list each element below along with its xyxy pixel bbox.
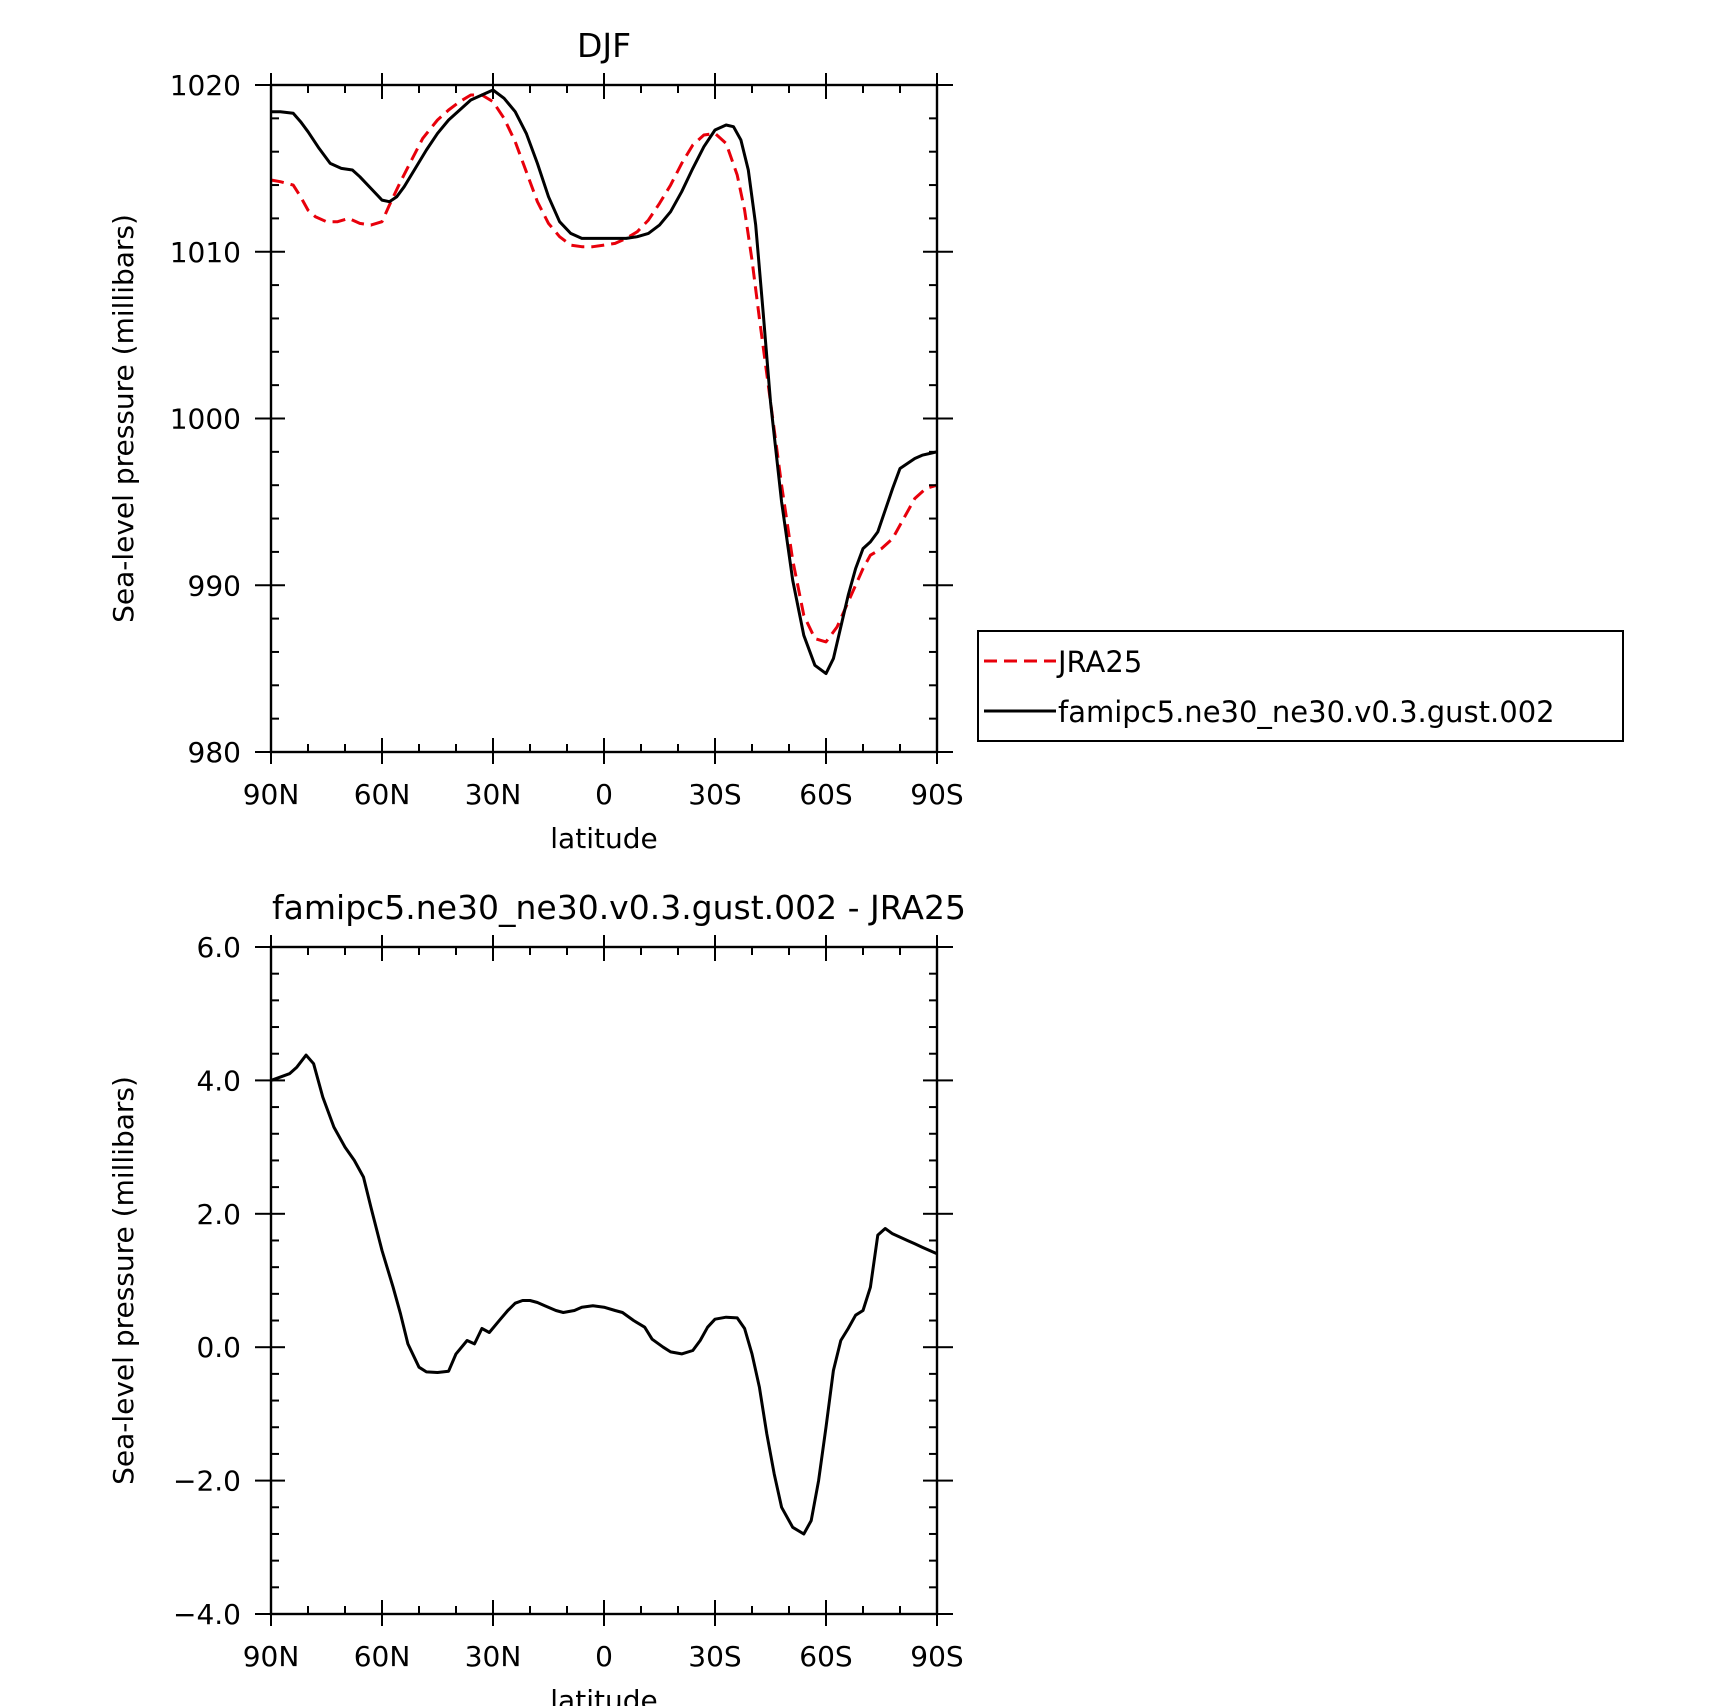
y-axis-label: Sea-level pressure (millibars) [107, 214, 140, 623]
x-tick-label: 30N [465, 1640, 522, 1673]
chart-title: DJF [577, 26, 631, 65]
chart-title: famipc5.ne30_ne30.v0.3.gust.002 - JRA25 [272, 888, 966, 927]
x-tick-label: 90S [910, 778, 963, 811]
y-tick-label: 6.0 [196, 931, 241, 964]
x-tick-label: 60S [799, 1640, 852, 1673]
y-axis-label: Sea-level pressure (millibars) [107, 1076, 140, 1485]
series-line-jra25 [270, 93, 938, 644]
y-tick-label: 1020 [170, 69, 241, 102]
x-tick-label: 60S [799, 778, 852, 811]
y-tick-label: 1000 [170, 403, 241, 436]
x-tick-label: 60N [354, 778, 411, 811]
x-axis-ticks: 90N 60N 30N 0 30S 60S 90S [243, 935, 964, 1673]
y-tick-label: 990 [188, 569, 241, 602]
x-tick-label: 60N [354, 1640, 411, 1673]
series-line-famipc5-ne30-ne30-v0-3-gust-002 [271, 88, 938, 676]
plot-frame [269, 83, 939, 754]
series-line-diff-0 [270, 1053, 938, 1536]
x-tick-label: 90N [243, 1640, 300, 1673]
y-axis-ticks: 6.0 4.0 2.0 0.0 −2.0 −4.0 [173, 931, 953, 1631]
x-axis-label: latitude [550, 1684, 657, 1706]
x-tick-label: 90N [243, 778, 300, 811]
x-axis-ticks: 90N 60N 30N 0 30S 60S 90S [243, 73, 964, 811]
x-tick-label: 30N [465, 778, 522, 811]
legend-box [977, 630, 1624, 742]
x-tick-label: 90S [910, 1640, 963, 1673]
plot-frame [269, 945, 939, 1616]
y-tick-label: 980 [188, 736, 241, 769]
legend-label-famipc5-ne30-ne30-v0-3-gust-002: famipc5.ne30_ne30.v0.3.gust.002 [1058, 695, 1555, 729]
y-tick-label: −4.0 [173, 1598, 241, 1631]
y-axis-ticks: 1020 1010 1000 990 980 [170, 69, 953, 769]
x-tick-label: 30S [688, 1640, 741, 1673]
series-group [270, 88, 938, 676]
djf-legend: JRA25 famipc5.ne30_ne30.v0.3.gust.002 [977, 630, 1624, 742]
slp-difference-line-chart: famipc5.ne30_ne30.v0.3.gust.002 - JRA25 9… [107, 888, 966, 1706]
x-tick-label: 30S [688, 778, 741, 811]
x-axis-label: latitude [550, 822, 657, 855]
y-tick-label: −2.0 [173, 1465, 241, 1498]
y-tick-label: 1010 [170, 236, 241, 269]
legend-label-jra25: JRA25 [1056, 645, 1142, 679]
y-tick-label: 2.0 [196, 1198, 241, 1231]
x-tick-label: 0 [595, 778, 613, 811]
y-tick-label: 4.0 [196, 1064, 241, 1097]
series-group [270, 1053, 938, 1536]
djf-slp-line-chart: DJF 90N 60N 30N 0 30S 60S 90S 1020 1010 1000 990 980… [107, 26, 964, 855]
x-tick-label: 0 [595, 1640, 613, 1673]
y-tick-label: 0.0 [196, 1331, 241, 1364]
